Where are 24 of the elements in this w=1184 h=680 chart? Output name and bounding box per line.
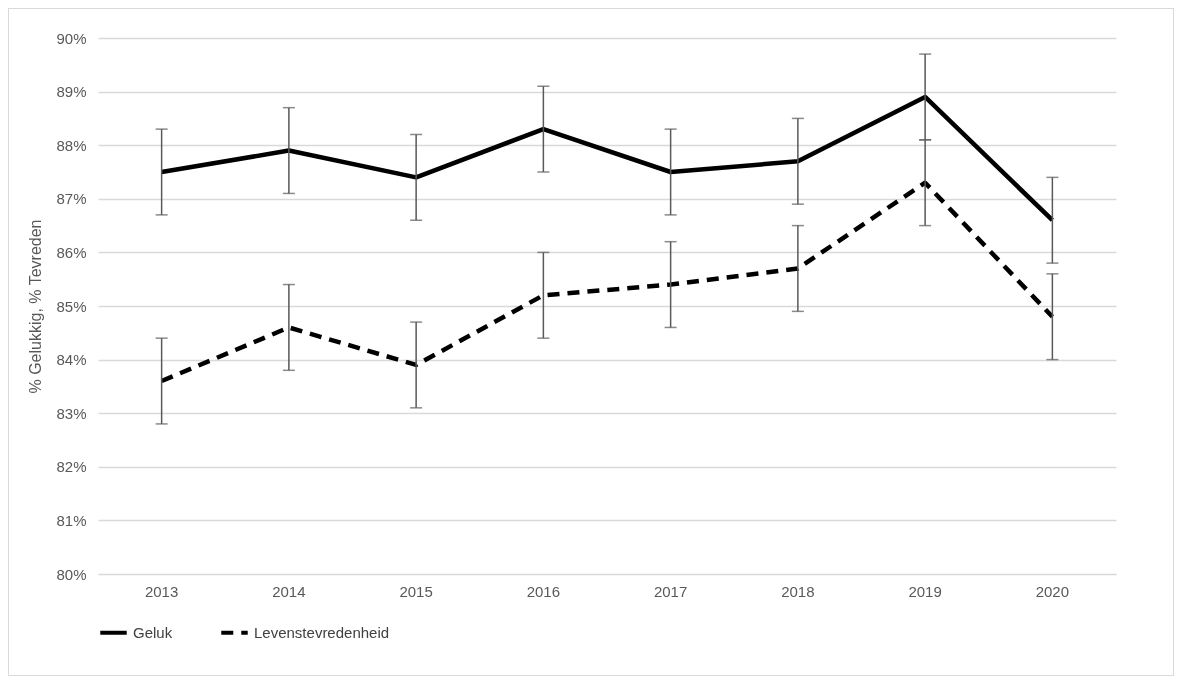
y-tick-label: 81%: [56, 511, 87, 529]
y-tick-label: 89%: [56, 83, 87, 101]
x-tick-label: 2020: [1035, 582, 1070, 600]
line-series: [159, 94, 1055, 223]
y-tick-label: 80%: [56, 565, 87, 583]
x-tick-label: 2019: [908, 582, 942, 600]
line-series: [159, 180, 1055, 384]
x-tick-label: 2013: [144, 582, 179, 600]
x-tick-label: 2015: [399, 582, 433, 600]
y-axis-title: % Gelukkig, % Tevreden: [27, 219, 45, 394]
y-tick-label: 83%: [56, 404, 87, 422]
x-tick-label: 2018: [781, 582, 815, 600]
x-tick-label: 2017: [653, 582, 688, 600]
y-tick-label: 87%: [56, 190, 87, 208]
y-tick-label: 84%: [56, 351, 87, 369]
y-tick-label: 90%: [56, 29, 87, 47]
legend-label: Levenstevredenheid: [254, 623, 390, 641]
y-tick-label: 88%: [56, 136, 87, 154]
x-tick-label: 2014: [272, 582, 306, 600]
y-tick-label: 82%: [56, 458, 87, 476]
x-tick-label: 2016: [526, 582, 561, 600]
y-tick-label: 86%: [56, 243, 87, 261]
legend-label: Geluk: [133, 623, 173, 641]
y-tick-label: 85%: [56, 297, 87, 315]
